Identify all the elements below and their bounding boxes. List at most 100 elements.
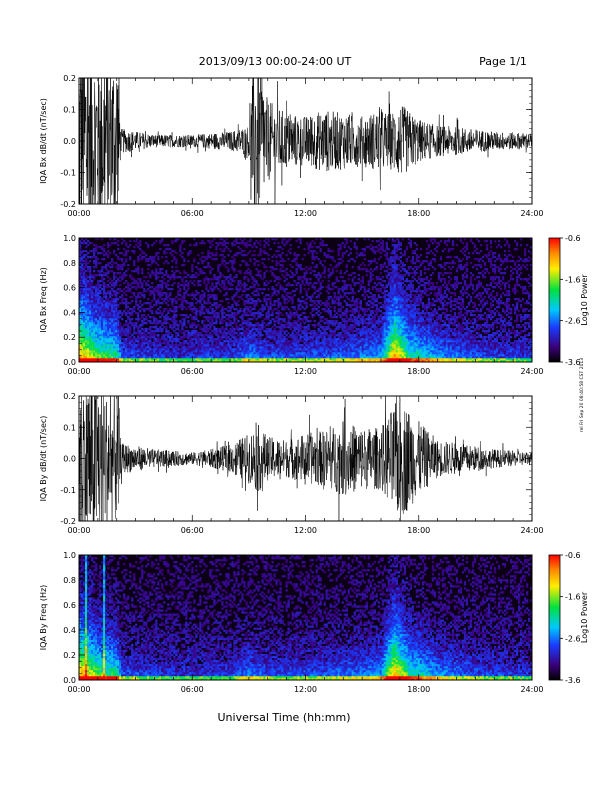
spectrogram-cell bbox=[215, 352, 218, 355]
spectrogram-cell bbox=[217, 334, 220, 337]
spectrogram-cell bbox=[91, 300, 94, 303]
spectrogram-cell bbox=[349, 316, 352, 319]
spectrogram-cell bbox=[81, 292, 84, 295]
spectrogram-cell bbox=[129, 288, 132, 291]
spectrogram-cell bbox=[95, 260, 98, 263]
spectrogram-cell bbox=[213, 316, 216, 319]
spectrogram-cell bbox=[297, 352, 300, 355]
spectrogram-cell bbox=[89, 336, 92, 339]
spectrogram-cell bbox=[109, 282, 112, 285]
spectrogram-cell bbox=[297, 334, 300, 337]
spectrogram-cell bbox=[81, 360, 84, 362]
spectrogram-cell bbox=[229, 310, 232, 313]
spectrogram-cell bbox=[277, 300, 280, 303]
spectrogram-cell bbox=[95, 352, 98, 355]
spectrogram-cell bbox=[153, 304, 156, 307]
spectrogram-cell bbox=[293, 356, 296, 359]
spectrogram-cell bbox=[309, 330, 312, 333]
spectrogram-cell bbox=[333, 314, 336, 317]
spectrogram-cell bbox=[99, 320, 102, 323]
spectrogram-cell bbox=[277, 336, 280, 339]
spectrogram-cell bbox=[125, 350, 128, 353]
spectrogram-cell bbox=[237, 342, 240, 345]
spectrogram-cell bbox=[199, 306, 202, 309]
spectrogram-cell bbox=[327, 270, 330, 273]
spectrogram-cell bbox=[241, 346, 244, 349]
spectrogram-cell bbox=[85, 320, 88, 323]
spectrogram-cell bbox=[147, 332, 150, 335]
spectrogram-cell bbox=[139, 296, 142, 299]
spectrogram-cell bbox=[311, 340, 314, 343]
spectrogram-cell bbox=[317, 290, 320, 293]
spectrogram-cell bbox=[315, 312, 318, 315]
spectrogram-cell bbox=[245, 288, 248, 291]
spectrogram-cell bbox=[103, 290, 106, 293]
spectrogram-cell bbox=[207, 282, 210, 285]
spectrogram-cell bbox=[253, 338, 256, 341]
spectrogram-cell bbox=[309, 250, 312, 253]
spectrogram-cell bbox=[239, 272, 242, 275]
spectrogram-cell bbox=[261, 310, 264, 313]
spectrogram-cell bbox=[237, 310, 240, 313]
spectrogram-cell bbox=[279, 326, 282, 329]
spectrogram-cell bbox=[243, 254, 246, 257]
spectrogram-cell bbox=[203, 280, 206, 283]
spectrogram-cell bbox=[295, 254, 298, 257]
spectrogram-cell bbox=[165, 308, 168, 311]
spectrogram-cell bbox=[87, 356, 90, 359]
spectrogram-cell bbox=[313, 242, 316, 245]
spectrogram-cell bbox=[103, 350, 106, 353]
spectrogram-cell bbox=[105, 342, 108, 345]
spectrogram-cell bbox=[245, 336, 248, 339]
spectrogram-cell bbox=[305, 280, 308, 283]
spectrogram-cell bbox=[107, 328, 110, 331]
spectrogram-cell bbox=[89, 268, 92, 271]
spectrogram-cell bbox=[255, 300, 258, 303]
spectrogram-cell bbox=[247, 330, 250, 333]
spectrogram-cell bbox=[295, 288, 298, 291]
spectrogram-cell bbox=[125, 356, 128, 359]
spectrogram-cell bbox=[131, 346, 134, 349]
spectrogram-cell bbox=[201, 346, 204, 349]
spectrogram-cell bbox=[159, 290, 162, 293]
spectrogram-cell bbox=[173, 326, 176, 329]
spectrogram-cell bbox=[257, 292, 260, 295]
spectrogram-cell bbox=[119, 276, 122, 279]
spectrogram-cell bbox=[305, 242, 308, 245]
spectrogram-cell bbox=[229, 342, 232, 345]
spectrogram-cell bbox=[333, 328, 336, 331]
spectrogram-cell bbox=[267, 310, 270, 313]
spectrogram-cell bbox=[229, 358, 232, 361]
spectrogram-cell bbox=[263, 322, 266, 325]
spectrogram-cell bbox=[277, 338, 280, 341]
spectrogram-cell bbox=[263, 346, 266, 349]
spectrogram-cell bbox=[291, 344, 294, 347]
spectrogram-cell bbox=[85, 260, 88, 263]
spectrogram-cell bbox=[143, 256, 146, 259]
spectrogram-cell bbox=[323, 344, 326, 347]
spectrogram-cell bbox=[97, 336, 100, 339]
spectrogram-cell bbox=[253, 304, 256, 307]
spectrogram-cell bbox=[93, 288, 96, 291]
spectrogram-cell bbox=[249, 356, 252, 359]
spectrogram-cell bbox=[291, 360, 294, 362]
spectrogram-cell bbox=[143, 354, 146, 357]
spectrogram-cell bbox=[99, 252, 102, 255]
spectrogram-cell bbox=[251, 282, 254, 285]
spectrogram-cell bbox=[83, 352, 86, 355]
spectrogram-cell bbox=[285, 354, 288, 357]
spectrogram-cell bbox=[197, 348, 200, 351]
spectrogram-cell bbox=[115, 356, 118, 359]
spectrogram-cell bbox=[101, 252, 104, 255]
spectrogram-cell bbox=[345, 316, 348, 319]
spectrogram-cell bbox=[105, 312, 108, 315]
spectrogram-cell bbox=[161, 280, 164, 283]
spectrogram-cell bbox=[83, 360, 86, 362]
spectrogram-cell bbox=[331, 340, 334, 343]
spectrogram-cell bbox=[335, 264, 338, 267]
spectrogram-cell bbox=[257, 358, 260, 361]
spectrogram-cell bbox=[147, 258, 150, 261]
spectrogram-cell bbox=[125, 300, 128, 303]
spectrogram-cell bbox=[85, 348, 88, 351]
spectrogram-cell bbox=[313, 282, 316, 285]
